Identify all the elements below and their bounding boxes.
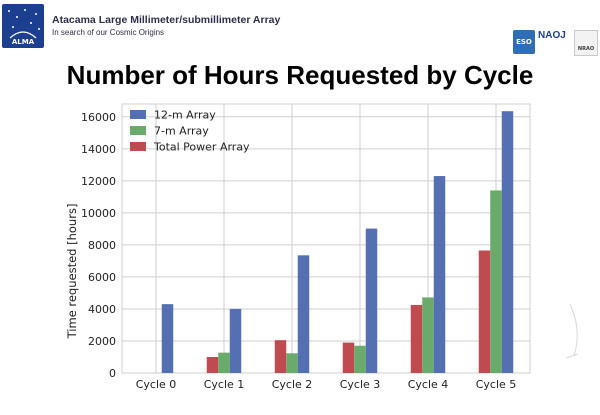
naoj-logo: NAOJ: [538, 30, 572, 54]
y-tick-label: 8000: [88, 239, 116, 252]
bar-7-m-array: [422, 297, 434, 373]
x-tick-label: Cycle 2: [272, 378, 313, 391]
y-tick-label: 16000: [81, 111, 116, 124]
nrao-logo-text: NRAO: [577, 46, 595, 52]
bar-12-m-array: [297, 255, 310, 373]
bar-7-m-array: [490, 190, 502, 373]
y-tick-label: 2000: [88, 335, 116, 348]
bar-12-m-array: [501, 111, 514, 374]
nrao-logo: NRAO: [574, 30, 598, 56]
bar-7-m-array: [354, 345, 366, 373]
org-subtitle: In search of our Cosmic Origins: [52, 28, 165, 37]
bar-total-power-array: [410, 304, 423, 373]
antenna-icon: [9, 31, 37, 39]
x-tick-label: Cycle 4: [408, 378, 449, 391]
y-axis-label: Time requested [hours]: [65, 204, 79, 340]
bar-12-m-array: [161, 304, 174, 373]
bar-total-power-array: [274, 340, 287, 373]
y-tick-label: 4000: [88, 303, 116, 316]
naoj-logo-text: NAOJ: [538, 30, 566, 41]
legend-swatch: [130, 142, 146, 151]
bar-12-m-array: [229, 308, 242, 373]
bar-total-power-array: [342, 342, 355, 373]
legend-entry: Total Power Array: [153, 141, 250, 154]
decorative-arc: [565, 303, 579, 359]
x-tick-label: Cycle 1: [204, 378, 245, 391]
eso-logo-text: ESO: [516, 38, 532, 46]
eso-logo: ESO: [513, 30, 535, 54]
y-tick-label: 6000: [88, 271, 116, 284]
y-tick-label: 12000: [81, 175, 116, 188]
bar-total-power-array: [206, 356, 219, 373]
org-title: Atacama Large Millimeter/submillimeter A…: [52, 14, 281, 26]
y-tick-label: 14000: [81, 143, 116, 156]
grid-layer: [121, 103, 531, 374]
bar-chart: 0 2000 4000 6000 8000 10000 12000 14000 16000 Cyc…: [65, 103, 531, 391]
bar-7-m-array: [286, 353, 298, 373]
y-tick-label: 0: [109, 367, 116, 380]
bars-layer: [161, 111, 514, 374]
legend-entry: 7-m Array: [154, 125, 209, 138]
x-tick-label: Cycle 3: [340, 378, 381, 391]
legend-swatch: [130, 110, 146, 119]
x-tick-label: Cycle 5: [476, 378, 517, 391]
legend-entry: 12-m Array: [154, 109, 216, 122]
alma-logo: ALMA: [2, 4, 44, 48]
x-tick-label: Cycle 0: [136, 378, 177, 391]
y-tick-label: 10000: [81, 207, 116, 220]
legend-swatch: [130, 126, 146, 135]
header: ALMA Atacama Large Millimeter/submillime…: [0, 0, 600, 56]
legend: 12-m Array 7-m Array Total Power Array: [130, 109, 250, 154]
bar-12-m-array: [433, 176, 446, 373]
alma-logo-text: ALMA: [11, 38, 35, 46]
axes-layer: 0 2000 4000 6000 8000 10000 12000 14000 16000 Cyc…: [81, 111, 516, 391]
bar-12-m-array: [365, 228, 378, 373]
page-title: Number of Hours Requested by Cycle: [66, 60, 534, 90]
bar-total-power-array: [478, 250, 491, 373]
bar-7-m-array: [218, 352, 230, 373]
